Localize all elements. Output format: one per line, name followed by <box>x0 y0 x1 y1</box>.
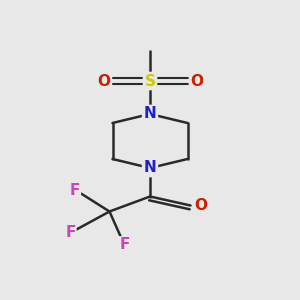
Text: S: S <box>145 74 155 88</box>
Text: O: O <box>97 74 110 88</box>
Text: O: O <box>190 74 203 88</box>
Text: F: F <box>119 237 130 252</box>
Text: F: F <box>70 183 80 198</box>
Text: F: F <box>65 225 76 240</box>
Text: O: O <box>194 198 208 213</box>
Text: N: N <box>144 106 156 122</box>
Text: N: N <box>144 160 156 175</box>
